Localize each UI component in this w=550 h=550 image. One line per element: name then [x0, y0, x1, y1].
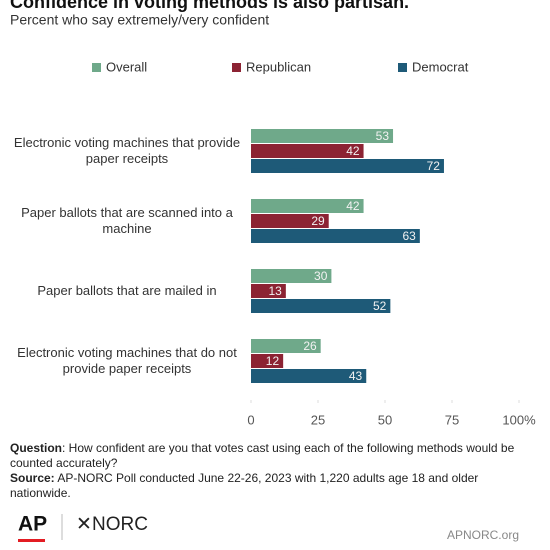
- question-text: : How confident are you that votes cast …: [10, 441, 515, 470]
- x-tick-label: 100%: [502, 412, 536, 427]
- value-label: 63: [402, 229, 416, 243]
- bar: [251, 369, 367, 383]
- value-label: 12: [266, 354, 280, 368]
- value-label: 30: [314, 269, 328, 283]
- bar: [251, 129, 394, 143]
- legend-label: Overall: [106, 59, 147, 74]
- x-tick-label: 75: [445, 412, 459, 427]
- legend-swatch: [398, 63, 407, 72]
- source: Source: AP-NORC Poll conducted June 22-2…: [10, 471, 540, 501]
- bar: [251, 199, 364, 213]
- source-text: AP-NORC Poll conducted June 22-26, 2023 …: [10, 471, 479, 500]
- value-label: 43: [349, 369, 363, 383]
- value-label: 29: [311, 214, 325, 228]
- question: Question: How confident are you that vot…: [10, 441, 540, 471]
- question-label: Question: [10, 441, 63, 455]
- category-label: Paper ballots that are mailed in: [37, 283, 217, 298]
- value-label: 42: [346, 199, 360, 213]
- bar: [251, 159, 444, 173]
- value-label: 42: [346, 144, 360, 158]
- x-tick-label: 0: [247, 412, 254, 427]
- category-label: Electronic voting machines that provide …: [13, 135, 241, 166]
- legend-label: Democrat: [412, 59, 469, 74]
- category-label: Electronic voting machines that do not p…: [17, 345, 237, 376]
- bar: [251, 354, 284, 368]
- value-label: 52: [373, 299, 387, 313]
- norc-logo: NORC: [92, 514, 148, 535]
- bar: [251, 144, 364, 158]
- chart-subtitle: Percent who say extremely/very confident: [10, 12, 269, 28]
- legend-label: Republican: [246, 59, 311, 74]
- bar: [251, 299, 391, 313]
- bar: [251, 269, 332, 283]
- site: APNORC.org: [447, 528, 519, 542]
- legend-swatch: [92, 63, 101, 72]
- value-label: 53: [376, 129, 390, 143]
- x-tick-label: 50: [378, 412, 392, 427]
- value-label: 13: [268, 284, 282, 298]
- ap-logo: AP: [18, 513, 47, 536]
- bar: [251, 229, 420, 243]
- bar: [251, 214, 329, 228]
- bar: [251, 339, 321, 353]
- chart-title: Confidence in voting methods is also par…: [10, 0, 409, 12]
- ap-underline: [18, 539, 45, 542]
- norc-x: ✕: [76, 514, 92, 535]
- bar: [251, 284, 286, 298]
- x-tick-label: 25: [311, 412, 325, 427]
- value-label: 26: [303, 339, 317, 353]
- value-label: 72: [427, 159, 441, 173]
- source-label: Source:: [10, 471, 55, 485]
- category-label: Paper ballots that are scanned into a ma…: [21, 205, 233, 236]
- legend-swatch: [232, 63, 241, 72]
